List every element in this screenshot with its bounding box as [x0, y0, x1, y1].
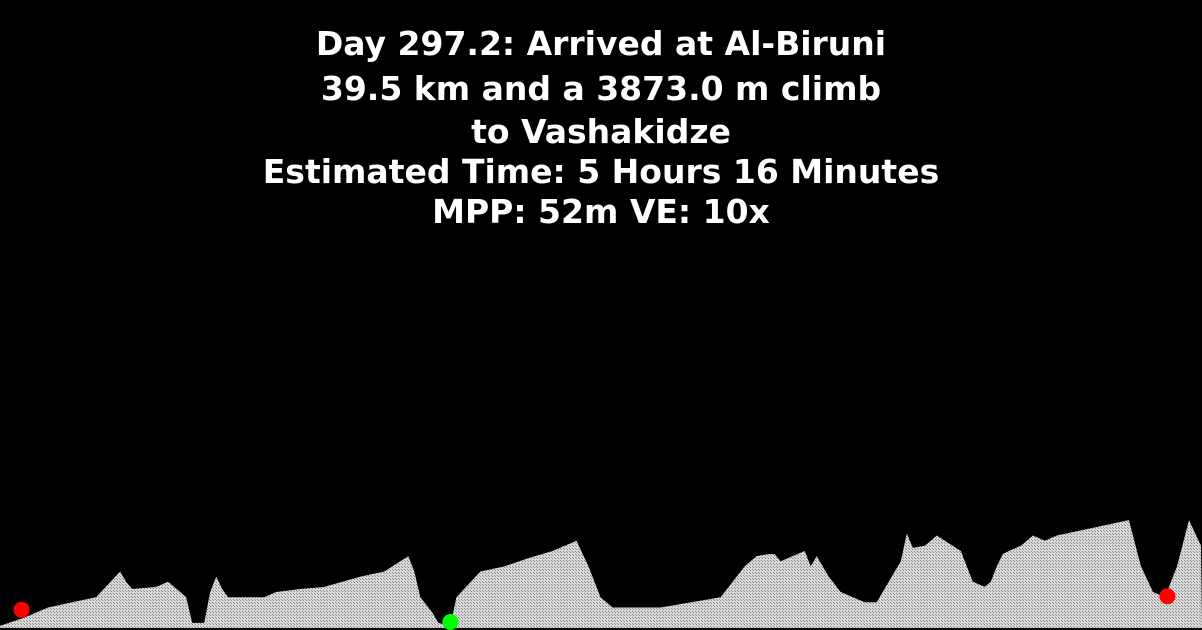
- day-status-title: Day 297.2: Arrived at Al-Biruni: [315, 24, 887, 63]
- stage-header: Day 297.2: Arrived at Al-Biruni 39.5 km …: [0, 22, 1202, 232]
- start-marker: [13, 601, 30, 618]
- scale-info-text: MPP: 52m VE: 10x: [432, 192, 770, 231]
- terrain-area: [0, 520, 1202, 628]
- route-markers: [13, 588, 1176, 630]
- end-marker: [1159, 588, 1176, 605]
- distance-climb-text: 39.5 km and a 3873.0 m climb: [320, 69, 882, 108]
- destination-text: to Vashakidze: [471, 112, 731, 151]
- current-marker: [442, 614, 459, 630]
- estimated-time-text: Estimated Time: 5 Hours 16 Minutes: [262, 152, 940, 191]
